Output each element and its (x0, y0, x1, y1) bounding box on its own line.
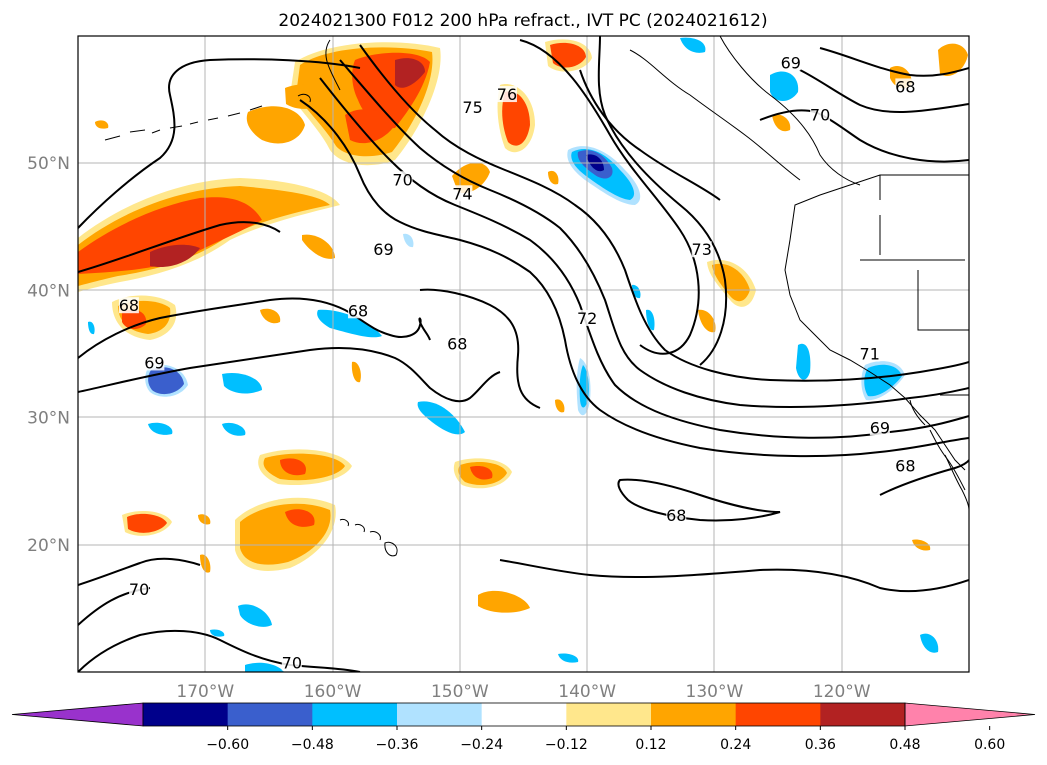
contour-label-bg (118, 297, 139, 314)
colorbar-tick-label: −0.36 (376, 737, 419, 753)
colorbar-tick-label: −0.12 (545, 737, 588, 753)
colorbar-tick-label: 0.24 (720, 737, 751, 753)
colorbar-box (735, 703, 821, 726)
colorbar-tick-label: 0.60 (974, 737, 1005, 753)
contour-label-bg (810, 106, 831, 123)
contour-label-bg (691, 241, 712, 258)
contour-label-bg (144, 354, 165, 371)
longitude-labels: 170°W 160°W 150°W 140°W 130°W 120°W (176, 682, 870, 702)
contour-label: 68 (447, 334, 467, 353)
contour-label: 70 (282, 654, 302, 673)
colorbar-tick-label: −0.24 (460, 737, 503, 753)
contour-label-bg (129, 580, 150, 597)
figure-title: 2024021300 F012 200 hPa refract., IVT PC… (278, 11, 767, 31)
colorbar-tick-label: 0.48 (889, 737, 920, 753)
colorbar-box (651, 703, 737, 726)
contour-label-bg (895, 457, 916, 474)
contour-label-bg (780, 54, 801, 71)
positive-anomaly-shading (78, 39, 968, 613)
contour-label: 74 (452, 184, 472, 203)
lon-label: 130°W (686, 682, 744, 702)
contour-label: 69 (781, 53, 801, 72)
contour-label-bg (392, 171, 413, 188)
colorbar-box (566, 703, 652, 726)
colorbar: −0.60 −0.48 −0.36 −0.24 −0.12 0.12 0.24 0.36 0.4… (11, 702, 1036, 753)
contour-label: 68 (119, 296, 139, 315)
colorbar-box (312, 703, 398, 726)
lat-label: 50°N (27, 154, 70, 174)
contour-label: 68 (895, 456, 915, 475)
contour-label: 72 (577, 309, 597, 328)
contour-label-bg (447, 335, 468, 352)
contour-label: 68 (666, 506, 686, 525)
colorbar-tick-label: 0.36 (805, 737, 836, 753)
lat-label: 20°N (27, 536, 70, 556)
colorbar-frame (142, 702, 906, 727)
contour-label-bg (577, 309, 598, 326)
colorbar-tick-labels: −0.60 −0.48 −0.36 −0.24 −0.12 0.12 0.24 0.36 0.4… (206, 726, 1005, 753)
contour-label-bg (462, 98, 483, 115)
colorbar-extend-low (11, 702, 144, 727)
colorbar-box (397, 703, 483, 726)
lon-label: 150°W (431, 682, 489, 702)
contour-label-bg (859, 345, 880, 362)
contour-label: 69 (870, 418, 890, 437)
contour-label-bg (281, 654, 302, 671)
colorbar-box (481, 703, 567, 726)
colorbar-box (227, 703, 313, 726)
colorbar-box (143, 703, 229, 726)
contour-label: 70 (392, 170, 412, 189)
lat-label: 40°N (27, 281, 70, 301)
lat-label: 30°N (27, 409, 70, 429)
contour-label: 70 (810, 105, 830, 124)
contour-label-bg (869, 419, 890, 436)
contour-label-bg (452, 185, 473, 202)
contour-label-bg (348, 302, 369, 319)
contour-label: 68 (348, 301, 368, 320)
contour-label: 71 (860, 345, 880, 364)
map-frame (77, 35, 970, 673)
contour-label: 68 (895, 77, 915, 96)
contour-label-bg (496, 86, 517, 103)
contour-label: 76 (497, 85, 517, 104)
colorbar-tick-label: 0.12 (635, 737, 666, 753)
contour-label: 73 (692, 240, 712, 259)
colorbar-tick-label: −0.48 (291, 737, 334, 753)
contour-labels: 75 76 70 74 69 73 68 68 72 68 69 71 69 68 68 70 70 69 70 68 (119, 53, 916, 672)
lon-label: 160°W (304, 682, 362, 702)
colorbar-extend-high (904, 702, 1036, 727)
latitude-labels: 50°N 40°N 30°N 20°N (27, 154, 70, 556)
colorbar-tick-label: −0.60 (206, 737, 249, 753)
contour-label: 69 (373, 240, 393, 259)
contour-label-bg (666, 507, 687, 524)
gridlines (78, 36, 969, 672)
contour-label: 69 (144, 353, 164, 372)
contour-label: 70 (129, 580, 149, 599)
map-area: 75 76 70 74 69 73 68 68 72 68 69 71 69 68 68 70 70 69 70 68 (78, 36, 969, 672)
lon-label: 140°W (558, 682, 616, 702)
contour-label: 75 (462, 98, 482, 117)
contour-label-bg (373, 241, 394, 258)
contour-label-bg (895, 78, 916, 95)
colorbar-box (820, 703, 906, 726)
lon-label: 170°W (176, 682, 234, 702)
lon-label: 120°W (813, 682, 871, 702)
